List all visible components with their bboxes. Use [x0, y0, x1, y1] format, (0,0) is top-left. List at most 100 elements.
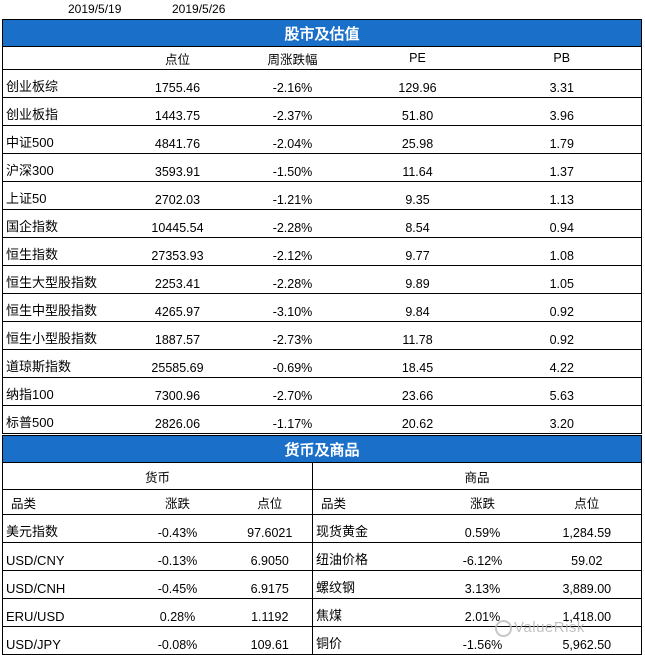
- fx-row: USD/CNH -0.45% 6.9175 螺纹钢 3.13% 3,889.00: [2, 570, 642, 599]
- pb-value: 4.22: [482, 349, 642, 378]
- currency-name: USD/JPY: [2, 626, 128, 655]
- index-level: 4265.97: [122, 293, 233, 322]
- weekly-change: -2.16%: [232, 69, 353, 98]
- pb-value: 1.37: [482, 153, 642, 182]
- index-level: 7300.96: [122, 377, 233, 406]
- currency-name: 美元指数: [2, 514, 128, 543]
- index-name: 国企指数: [2, 209, 123, 238]
- commodity-header-level: 点位: [574, 496, 600, 511]
- pb-value: 3.20: [482, 405, 642, 434]
- pb-value: 0.92: [482, 293, 642, 322]
- index-level: 3593.91: [122, 153, 233, 182]
- section-header-row: 货币 商品: [2, 462, 642, 490]
- index-name: 恒生指数: [2, 237, 123, 266]
- index-name: 创业板综: [2, 69, 123, 98]
- pe-value: 9.84: [352, 293, 483, 322]
- currency-header-change: 涨跌: [164, 496, 190, 511]
- watermark-text: ValueRisk: [514, 619, 585, 636]
- pe-value: 18.45: [352, 349, 483, 378]
- weekly-change: -2.04%: [232, 125, 353, 154]
- start-date: 2019/5/19: [68, 2, 122, 16]
- index-name: 恒生小型股指数: [2, 321, 123, 350]
- currency-change: -0.08%: [127, 626, 228, 655]
- currency-level: 6.9175: [227, 570, 313, 599]
- pe-value: 9.35: [352, 181, 483, 210]
- index-level: 10445.54: [122, 209, 233, 238]
- header-pb: PB: [553, 51, 571, 65]
- watermark: ValueRisk: [495, 619, 585, 637]
- index-name: 中证500: [2, 125, 123, 154]
- currency-level: 1.1192: [227, 598, 313, 627]
- pe-value: 9.89: [352, 265, 483, 294]
- currency-change: -0.45%: [127, 570, 228, 599]
- weekly-change: -3.10%: [232, 293, 353, 322]
- commodity-change: 0.59%: [432, 514, 533, 543]
- pb-value: 0.94: [482, 209, 642, 238]
- currency-change: -0.13%: [127, 542, 228, 571]
- pb-value: 3.96: [482, 97, 642, 126]
- index-level: 2253.41: [122, 265, 233, 294]
- index-name: 创业板指: [2, 97, 123, 126]
- commodity-change: 2.01%: [432, 598, 533, 627]
- index-name: 标普500: [2, 405, 123, 434]
- pe-value: 20.62: [352, 405, 483, 434]
- index-level: 27353.93: [122, 237, 233, 266]
- commodity-name: 螺纹钢: [312, 570, 433, 599]
- pe-value: 51.80: [352, 97, 483, 126]
- weekly-change: -2.12%: [232, 237, 353, 266]
- pb-value: 3.31: [482, 69, 642, 98]
- stock-row: 创业板指 1443.75 -2.37% 51.80 3.96: [2, 97, 642, 126]
- pb-value: 5.63: [482, 377, 642, 406]
- pe-value: 25.98: [352, 125, 483, 154]
- stock-row: 恒生大型股指数 2253.41 -2.28% 9.89 1.05: [2, 265, 642, 294]
- weekly-change: -0.69%: [232, 349, 353, 378]
- currency-level: 6.9050: [227, 542, 313, 571]
- stock-table-header: 点位 周涨跌幅 PE PB: [3, 47, 642, 70]
- stock-row: 沪深300 3593.91 -1.50% 11.64 1.37: [2, 153, 642, 182]
- weekly-change: -2.28%: [232, 265, 353, 294]
- weekly-change: -2.70%: [232, 377, 353, 406]
- currency-name: ERU/USD: [2, 598, 128, 627]
- stock-row: 纳指100 7300.96 -2.70% 23.66 5.63: [2, 377, 642, 406]
- stock-row: 恒生指数 27353.93 -2.12% 9.77 1.08: [2, 237, 642, 266]
- weekly-change: -2.28%: [232, 209, 353, 238]
- pe-value: 23.66: [352, 377, 483, 406]
- fx-column-header-row: 品类 涨跌 点位 品类 涨跌 点位: [3, 489, 642, 515]
- index-name: 道琼斯指数: [2, 349, 123, 378]
- header-pe: PE: [409, 51, 426, 65]
- currency-change: 0.28%: [127, 598, 228, 627]
- stock-row: 上证50 2702.03 -1.21% 9.35 1.13: [2, 181, 642, 210]
- commodity-name: 现货黄金: [312, 514, 433, 543]
- stock-row: 国企指数 10445.54 -2.28% 8.54 0.94: [2, 209, 642, 238]
- header-weekly-change: 周涨跌幅: [267, 52, 318, 67]
- index-name: 恒生中型股指数: [2, 293, 123, 322]
- fx-row: USD/CNY -0.13% 6.9050 纽油价格 -6.12% 59.02: [2, 542, 642, 571]
- commodity-header-category: 品类: [312, 489, 433, 515]
- index-level: 1887.57: [122, 321, 233, 350]
- fx-row: ERU/USD 0.28% 1.1192 焦煤 2.01% 1,418.00: [2, 598, 642, 627]
- pe-value: 9.77: [352, 237, 483, 266]
- pb-value: 1.05: [482, 265, 642, 294]
- stock-table-title: 股市及估值: [2, 19, 642, 47]
- commodity-level: 1,418.00: [532, 598, 642, 627]
- index-level: 1755.46: [122, 69, 233, 98]
- commodity-header-change: 涨跌: [469, 496, 495, 511]
- fx-row: 美元指数 -0.43% 97.6021 现货黄金 0.59% 1,284.59: [2, 514, 642, 543]
- stock-row: 道琼斯指数 25585.69 -0.69% 18.45 4.22: [2, 349, 642, 378]
- pb-value: 1.79: [482, 125, 642, 154]
- stock-row: 标普500 2826.06 -1.17% 20.62 3.20: [2, 405, 642, 434]
- pb-value: 1.08: [482, 237, 642, 266]
- commodity-level: 1,284.59: [532, 514, 642, 543]
- index-level: 2702.03: [122, 181, 233, 210]
- index-level: 1443.75: [122, 97, 233, 126]
- currency-name: USD/CNH: [2, 570, 128, 599]
- index-level: 2826.06: [122, 405, 233, 434]
- index-name: 恒生大型股指数: [2, 265, 123, 294]
- index-level: 4841.76: [122, 125, 233, 154]
- stock-valuation-table: 股市及估值 点位 周涨跌幅 PE PB 创业板综 1755.46 -2.16% 129…: [2, 19, 642, 434]
- pb-value: 1.13: [482, 181, 642, 210]
- commodity-level: 3,889.00: [532, 570, 642, 599]
- currency-level: 97.6021: [227, 514, 313, 543]
- pb-value: 0.92: [482, 321, 642, 350]
- pe-value: 129.96: [352, 69, 483, 98]
